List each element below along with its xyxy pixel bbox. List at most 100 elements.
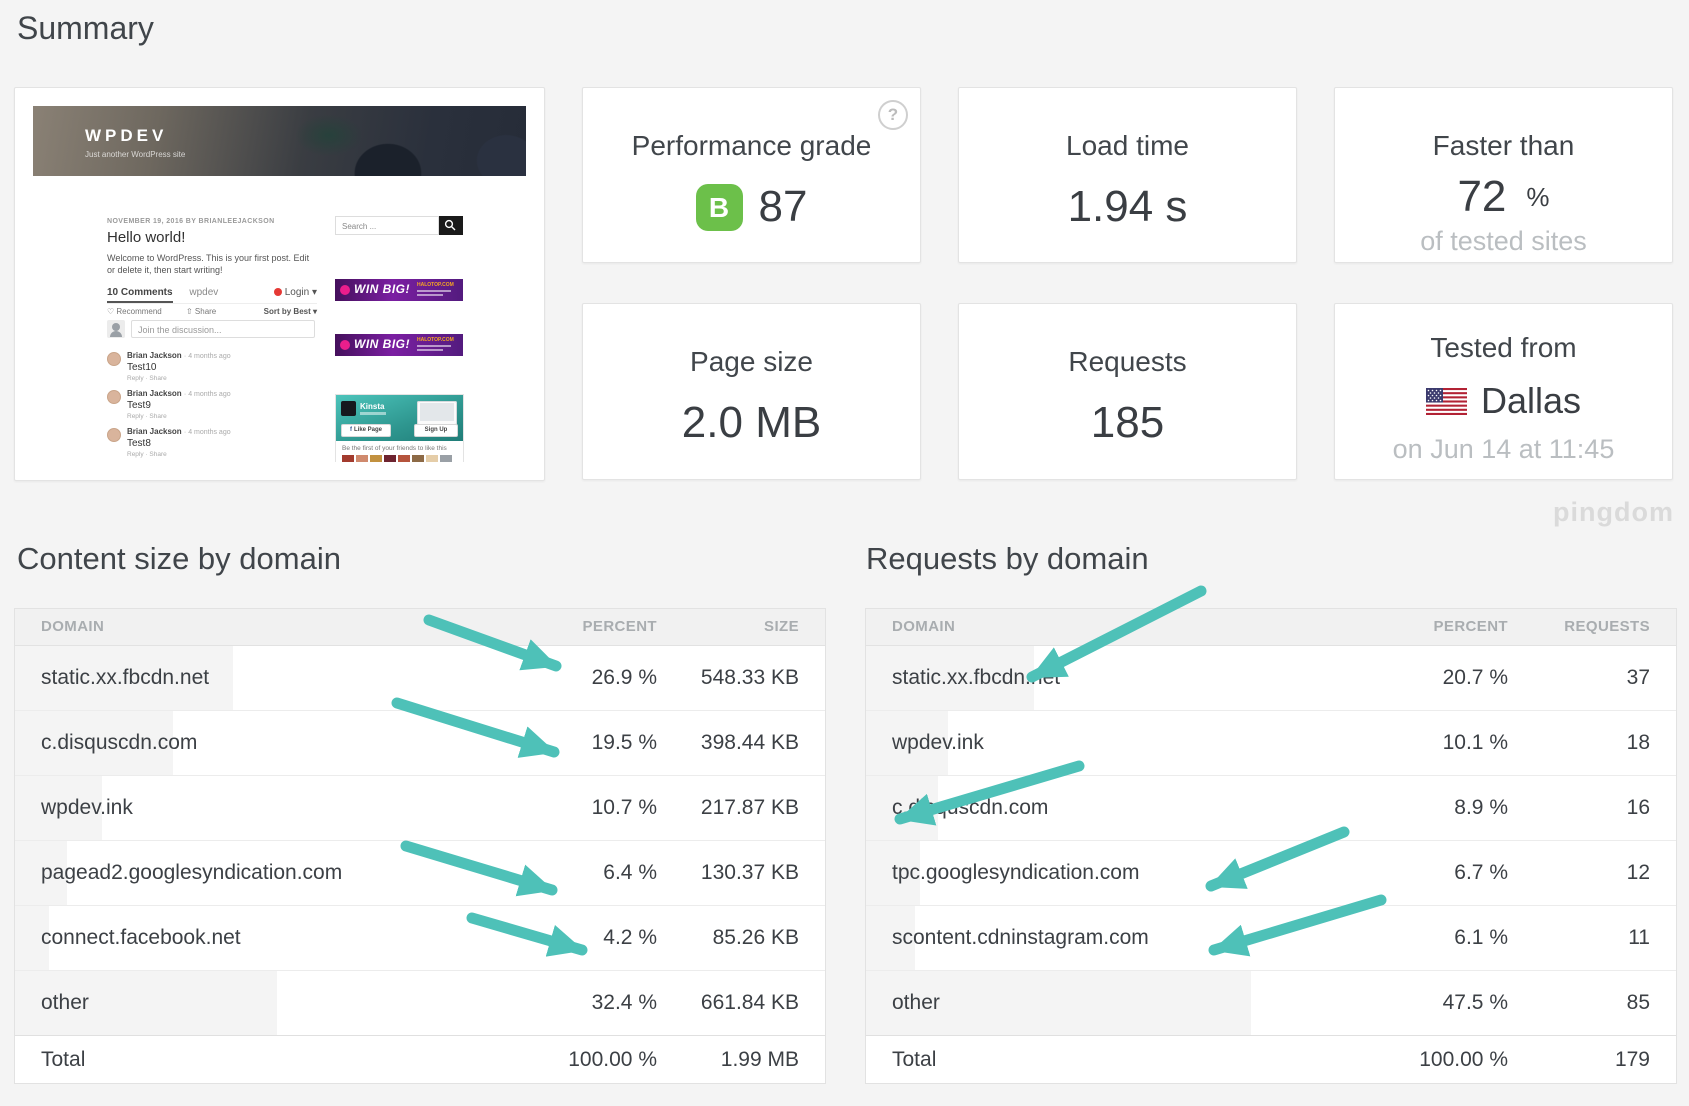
card-title: Performance grade (631, 130, 872, 161)
load-time-value: 1.94 s (1067, 182, 1188, 231)
domain-cell: scontent.cdninstagram.com (892, 926, 1149, 949)
discussion-input: Join the discussion... (131, 320, 315, 338)
ad-decoration (417, 290, 451, 292)
card-title: Requests (1068, 346, 1187, 377)
percent-cell: 6.4 % (603, 861, 657, 884)
column-header-requests: REQUESTS (1564, 618, 1650, 635)
value-cell: 11 (1628, 926, 1650, 949)
domain-cell: connect.facebook.net (41, 926, 241, 949)
comment-actions: Reply · Share (127, 451, 167, 458)
requests-table: DOMAIN PERCENT REQUESTS static.xx.fbcdn.… (865, 608, 1677, 1084)
domain-cell: wpdev.ink (41, 796, 133, 819)
facebook-widget-cover: Kinsta f Like Page Sign Up (336, 395, 463, 441)
summary-cards: ? Performance grade B 87 Load time 1.94 … (582, 87, 1673, 480)
percent-cell: 47.5 % (1442, 991, 1508, 1014)
facebook-widget: Kinsta f Like Page Sign Up Be the first o… (335, 394, 464, 462)
percent-bar (15, 646, 233, 710)
ad-domain: HALOTOP.COM (417, 282, 454, 288)
value-cell: 398.44 KB (700, 731, 799, 754)
table-row: pagead2.googlesyndication.com 6.4 % 130.37… (15, 840, 825, 905)
avatar (107, 320, 125, 338)
us-flag-icon (1425, 387, 1467, 415)
column-header-size: SIZE (764, 618, 799, 635)
facebook-icon: f (349, 427, 352, 433)
site-banner-image: WPDEV Just another WordPress site (33, 106, 526, 176)
ad-banner: WIN BIG! HALOTOP.COM (335, 279, 463, 301)
value-cell: 37 (1626, 666, 1650, 689)
card-tested-from: Tested from Dallas (1334, 303, 1673, 480)
ad-decoration (417, 349, 443, 351)
value-cell: 130.37 KB (700, 861, 799, 884)
card-performance-grade: ? Performance grade B 87 (582, 87, 921, 263)
domain-cell: tpc.googlesyndication.com (892, 861, 1140, 884)
comments-toolbar: 10 Comments wpdev Login ▾ (107, 287, 317, 304)
value-cell: 16 (1626, 796, 1650, 819)
table-row: static.xx.fbcdn.net 20.7 % 37 (866, 646, 1676, 710)
post-meta: NOVEMBER 19, 2016 BY BRIANLEEJACKSON (107, 218, 275, 225)
column-header-domain: DOMAIN (892, 618, 956, 635)
faster-than-value: 72 (1457, 172, 1507, 221)
percent-cell: 10.1 % (1442, 731, 1508, 754)
card-title: Page size (690, 346, 813, 377)
table-row: wpdev.ink 10.1 % 18 (866, 710, 1676, 775)
column-header-domain: DOMAIN (41, 618, 105, 635)
tested-from-city: Dallas (1480, 380, 1582, 421)
requests-value: 185 (1090, 398, 1165, 447)
person-icon (112, 323, 120, 331)
card-faster-than: Faster than 72 % of tested sites (1334, 87, 1673, 263)
community-label: wpdev (189, 287, 219, 298)
kinsta-logo (341, 401, 356, 416)
page-size-value: 2.0 MB (681, 398, 822, 447)
percent-cell: 100.00 % (568, 1047, 657, 1071)
sort-dropdown: Sort by Best ▾ (263, 307, 317, 316)
percent-cell: 4.2 % (603, 926, 657, 949)
table-row: c.disquscdn.com 19.5 % 398.44 KB (15, 710, 825, 775)
card-requests: Requests 185 (958, 303, 1297, 480)
percent-bar (15, 906, 50, 970)
domain-cell: static.xx.fbcdn.net (892, 666, 1061, 689)
pingdom-logo: pingdom (1553, 497, 1674, 527)
domain-cell: other (41, 991, 89, 1014)
avatar (107, 352, 121, 366)
value-cell: 548.33 KB (700, 666, 799, 689)
ad-decoration (417, 345, 451, 347)
table-header: DOMAIN PERCENT SIZE (15, 609, 825, 646)
percent-unit: % (1526, 181, 1550, 212)
percent-bar (866, 841, 921, 905)
percent-bar (15, 841, 67, 905)
disqus-icon (273, 288, 282, 296)
login-link: Login ▾ (273, 287, 317, 298)
ad-domain: HALOTOP.COM (417, 337, 454, 343)
post-title: Hello world! (107, 229, 186, 246)
facebook-friend-photos (342, 455, 452, 462)
domain-cell: wpdev.ink (892, 731, 984, 754)
card-title: Faster than (1432, 130, 1575, 161)
sign-up-button: Sign Up (414, 424, 458, 437)
comment-text: Test9 (127, 400, 151, 411)
ad-dot-icon (340, 340, 350, 350)
like-page-button: f Like Page (341, 424, 391, 437)
value-cell: 217.87 KB (700, 796, 799, 819)
percent-bar (866, 971, 1251, 1035)
table-total-row: Total 100.00 % 179 (866, 1035, 1676, 1083)
value-cell: 85 (1626, 991, 1650, 1014)
comment-author: Brian Jackson · 4 months ago (127, 427, 231, 436)
value-cell: 18 (1626, 731, 1650, 754)
search-button (439, 216, 463, 235)
page-title: Summary (17, 10, 154, 46)
ad-text: WIN BIG! (354, 337, 410, 351)
card-title: Tested from (1430, 332, 1577, 363)
content-size-heading: Content size by domain (17, 541, 341, 576)
table-row: wpdev.ink 10.7 % 217.87 KB (15, 775, 825, 840)
percent-cell: 6.1 % (1454, 926, 1508, 949)
comments-count: 10 Comments (107, 287, 173, 303)
tested-date: on Jun 14 at 11:45 (1392, 434, 1615, 464)
share-link: ⇧ Share (185, 307, 217, 316)
percent-cell: 32.4 % (591, 991, 657, 1014)
domain-cell: c.disquscdn.com (41, 731, 198, 754)
help-icon[interactable]: ? (878, 100, 908, 130)
value-cell: 661.84 KB (700, 991, 799, 1014)
facebook-friends-text: Be the first of your friends to like thi… (342, 445, 447, 452)
domain-cell: Total (41, 1047, 86, 1071)
percent-bar (15, 971, 278, 1035)
